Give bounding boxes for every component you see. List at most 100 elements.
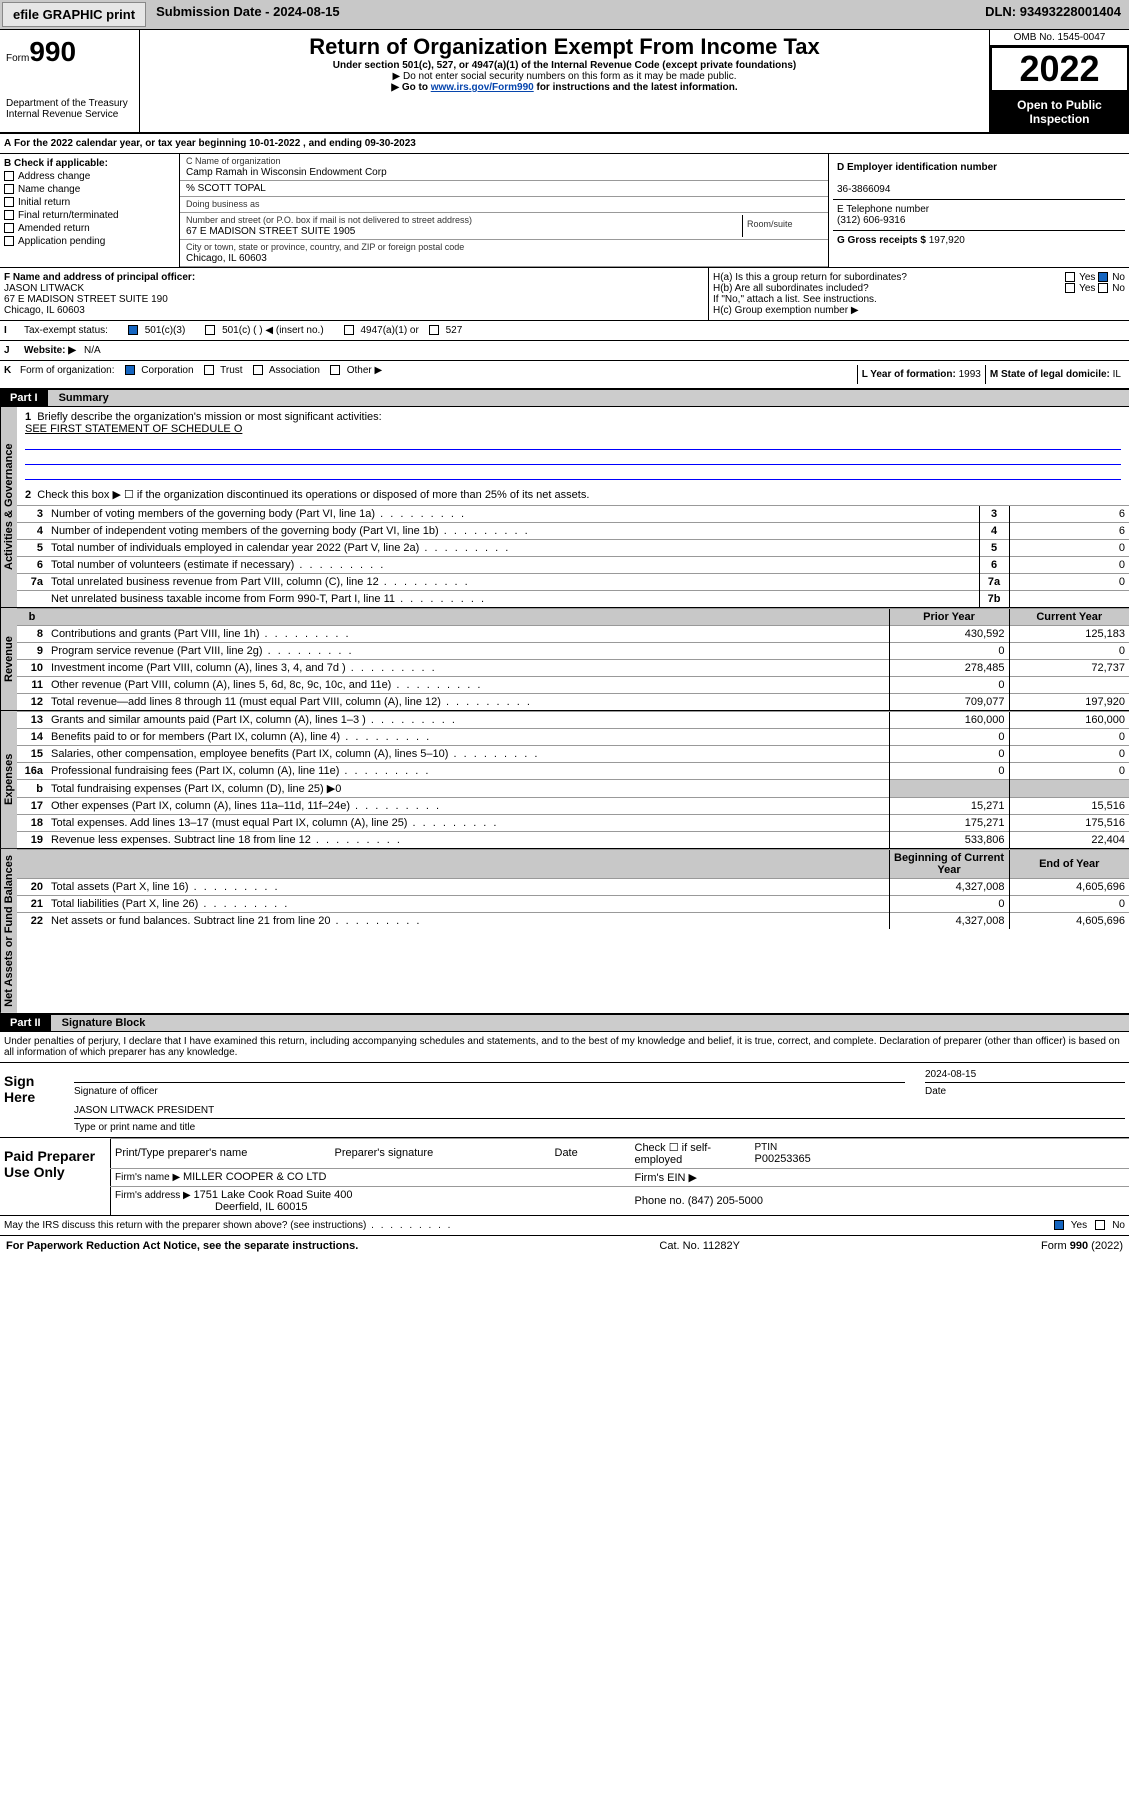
line-a-pre: For the 2022 calendar year, or tax year … <box>14 138 249 149</box>
dba-lbl: Doing business as <box>186 199 260 209</box>
discuss-no-checkbox[interactable] <box>1095 1220 1105 1230</box>
l-lbl: L Year of formation: <box>862 369 959 380</box>
sig-officer-lbl: Signature of officer <box>74 1086 158 1097</box>
ha-yes-checkbox[interactable] <box>1065 272 1075 282</box>
line-a: A For the 2022 calendar year, or tax yea… <box>0 134 1129 154</box>
goto-pre: Go to <box>402 82 431 93</box>
discuss-txt: May the IRS discuss this return with the… <box>4 1220 1054 1231</box>
efile-topbar: efile GRAPHIC print Submission Date - 20… <box>0 0 1129 30</box>
exp-section: Expenses 13Grants and similar amounts pa… <box>0 711 1129 849</box>
open-to-public: Open to Public Inspection <box>990 92 1129 132</box>
form-header: Form990 Department of the Treasury Inter… <box>0 30 1129 134</box>
ha-yes: Yes <box>1079 272 1095 283</box>
exp-table: 13Grants and similar amounts paid (Part … <box>17 711 1129 848</box>
goto-post: for instructions and the latest informat… <box>534 82 738 93</box>
corp-checkbox[interactable] <box>125 365 135 375</box>
prep-date-lbl: Date <box>551 1138 631 1168</box>
rev-tab: Revenue <box>0 608 17 710</box>
trust-checkbox[interactable] <box>204 365 214 375</box>
other-lbl: Other ▶ <box>347 365 382 376</box>
501c3-checkbox[interactable] <box>128 325 138 335</box>
sig-date: 2024-08-15 <box>925 1069 1125 1083</box>
colb-option[interactable]: Initial return <box>4 197 175 208</box>
part1-bar: Part I Summary <box>0 389 1129 407</box>
colb-option[interactable]: Address change <box>4 171 175 182</box>
501c-lbl: 501(c) ( ) ◀ (insert no.) <box>222 325 324 336</box>
501c3-lbl: 501(c)(3) <box>145 325 186 336</box>
discuss-yes-checkbox[interactable] <box>1054 1220 1064 1230</box>
city-val: Chicago, IL 60603 <box>186 253 267 264</box>
colb-option[interactable]: Final return/terminated <box>4 210 175 221</box>
col-b-header: B Check if applicable: <box>4 158 108 169</box>
form-subtitle: Under section 501(c), 527, or 4947(a)(1)… <box>148 60 981 71</box>
discuss-row: May the IRS discuss this return with the… <box>0 1216 1129 1236</box>
m-lbl: M State of legal domicile: <box>990 369 1113 380</box>
paperwork-notice: For Paperwork Reduction Act Notice, see … <box>6 1240 358 1252</box>
hb-text: H(b) Are all subordinates included? <box>713 283 869 294</box>
ha-no: No <box>1112 272 1125 283</box>
fh-block: F Name and address of principal officer:… <box>0 268 1129 321</box>
perjury-decl: Under penalties of perjury, I declare th… <box>0 1032 1129 1062</box>
arrow-icon: ▶ <box>391 82 401 93</box>
tel-lbl: E Telephone number <box>837 204 929 215</box>
corp-lbl: Corporation <box>141 365 193 376</box>
ha-no-checkbox[interactable] <box>1098 272 1108 282</box>
l1-val: SEE FIRST STATEMENT OF SCHEDULE O <box>25 423 1121 435</box>
rev-section: Revenue bPrior YearCurrent Year8Contribu… <box>0 608 1129 711</box>
other-checkbox[interactable] <box>330 365 340 375</box>
discuss-yes: Yes <box>1071 1220 1087 1231</box>
hb-yes-checkbox[interactable] <box>1065 283 1075 293</box>
self-emp-check[interactable]: Check ☐ if self-employed <box>631 1138 751 1168</box>
sign-here-lbl: Sign Here <box>0 1063 70 1137</box>
firm-name-lbl: Firm's name ▶ <box>115 1172 183 1183</box>
room-lbl: Room/suite <box>742 215 822 237</box>
dln-label: DLN: 93493228001404 <box>977 0 1129 29</box>
form-title: Return of Organization Exempt From Incom… <box>148 34 981 60</box>
irs-link[interactable]: www.irs.gov/Form990 <box>431 82 534 93</box>
trust-lbl: Trust <box>220 365 242 376</box>
form-number: 990 <box>29 36 76 67</box>
ptin-lbl: PTIN <box>755 1142 778 1153</box>
officer-name-title: JASON LITWACK PRESIDENT <box>74 1105 1125 1119</box>
page-footer: For Paperwork Reduction Act Notice, see … <box>0 1236 1129 1256</box>
form-prefix: Form <box>6 53 29 64</box>
firm-city: Deerfield, IL 60015 <box>215 1201 308 1213</box>
colb-option[interactable]: Amended return <box>4 223 175 234</box>
line-klm: K Form of organization: Corporation Trus… <box>0 361 1129 389</box>
date-lbl: Date <box>925 1086 946 1097</box>
sub-date: 2024-08-15 <box>273 4 340 19</box>
colb-option[interactable]: Name change <box>4 184 175 195</box>
submission-date-label: Submission Date - 2024-08-15 <box>148 0 348 29</box>
year-formation: 1993 <box>959 369 981 380</box>
care-of: % SCOTT TOPAL <box>186 183 266 194</box>
irs-label: Internal Revenue Service <box>6 109 133 120</box>
net-table: Beginning of Current YearEnd of Year20To… <box>17 849 1129 929</box>
org-name: Camp Ramah in Wisconsin Endowment Corp <box>186 167 387 178</box>
net-tab: Net Assets or Fund Balances <box>0 849 17 1013</box>
527-lbl: 527 <box>446 325 463 336</box>
hb-no-checkbox[interactable] <box>1098 283 1108 293</box>
omb-number: OMB No. 1545-0047 <box>990 30 1129 46</box>
ssn-note: Do not enter social security numbers on … <box>148 71 981 82</box>
i-lbl: I <box>4 325 24 336</box>
city-lbl: City or town, state or province, country… <box>186 242 464 252</box>
4947-checkbox[interactable] <box>344 325 354 335</box>
firm-ein-lbl: Firm's EIN ▶ <box>631 1168 1129 1186</box>
officer-name: JASON LITWACK <box>4 283 84 294</box>
dln-value: 93493228001404 <box>1020 4 1121 19</box>
527-checkbox[interactable] <box>429 325 439 335</box>
k-lbl: K <box>4 365 20 384</box>
j-lbl: J <box>4 345 24 356</box>
cat-no: Cat. No. 11282Y <box>659 1240 740 1252</box>
type-name-lbl: Type or print name and title <box>74 1122 195 1133</box>
colb-option[interactable]: Application pending <box>4 236 175 247</box>
officer-addr2: Chicago, IL 60603 <box>4 305 85 316</box>
paid-prep-lbl: Paid Preparer Use Only <box>0 1138 110 1215</box>
f-lbl: F Name and address of principal officer: <box>4 272 195 283</box>
exp-tab: Expenses <box>0 711 17 848</box>
501c-checkbox[interactable] <box>205 325 215 335</box>
efile-print-button[interactable]: efile GRAPHIC print <box>2 2 146 27</box>
ha-text: H(a) Is this a group return for subordin… <box>713 272 907 283</box>
website-val: N/A <box>84 345 101 356</box>
assoc-checkbox[interactable] <box>253 365 263 375</box>
